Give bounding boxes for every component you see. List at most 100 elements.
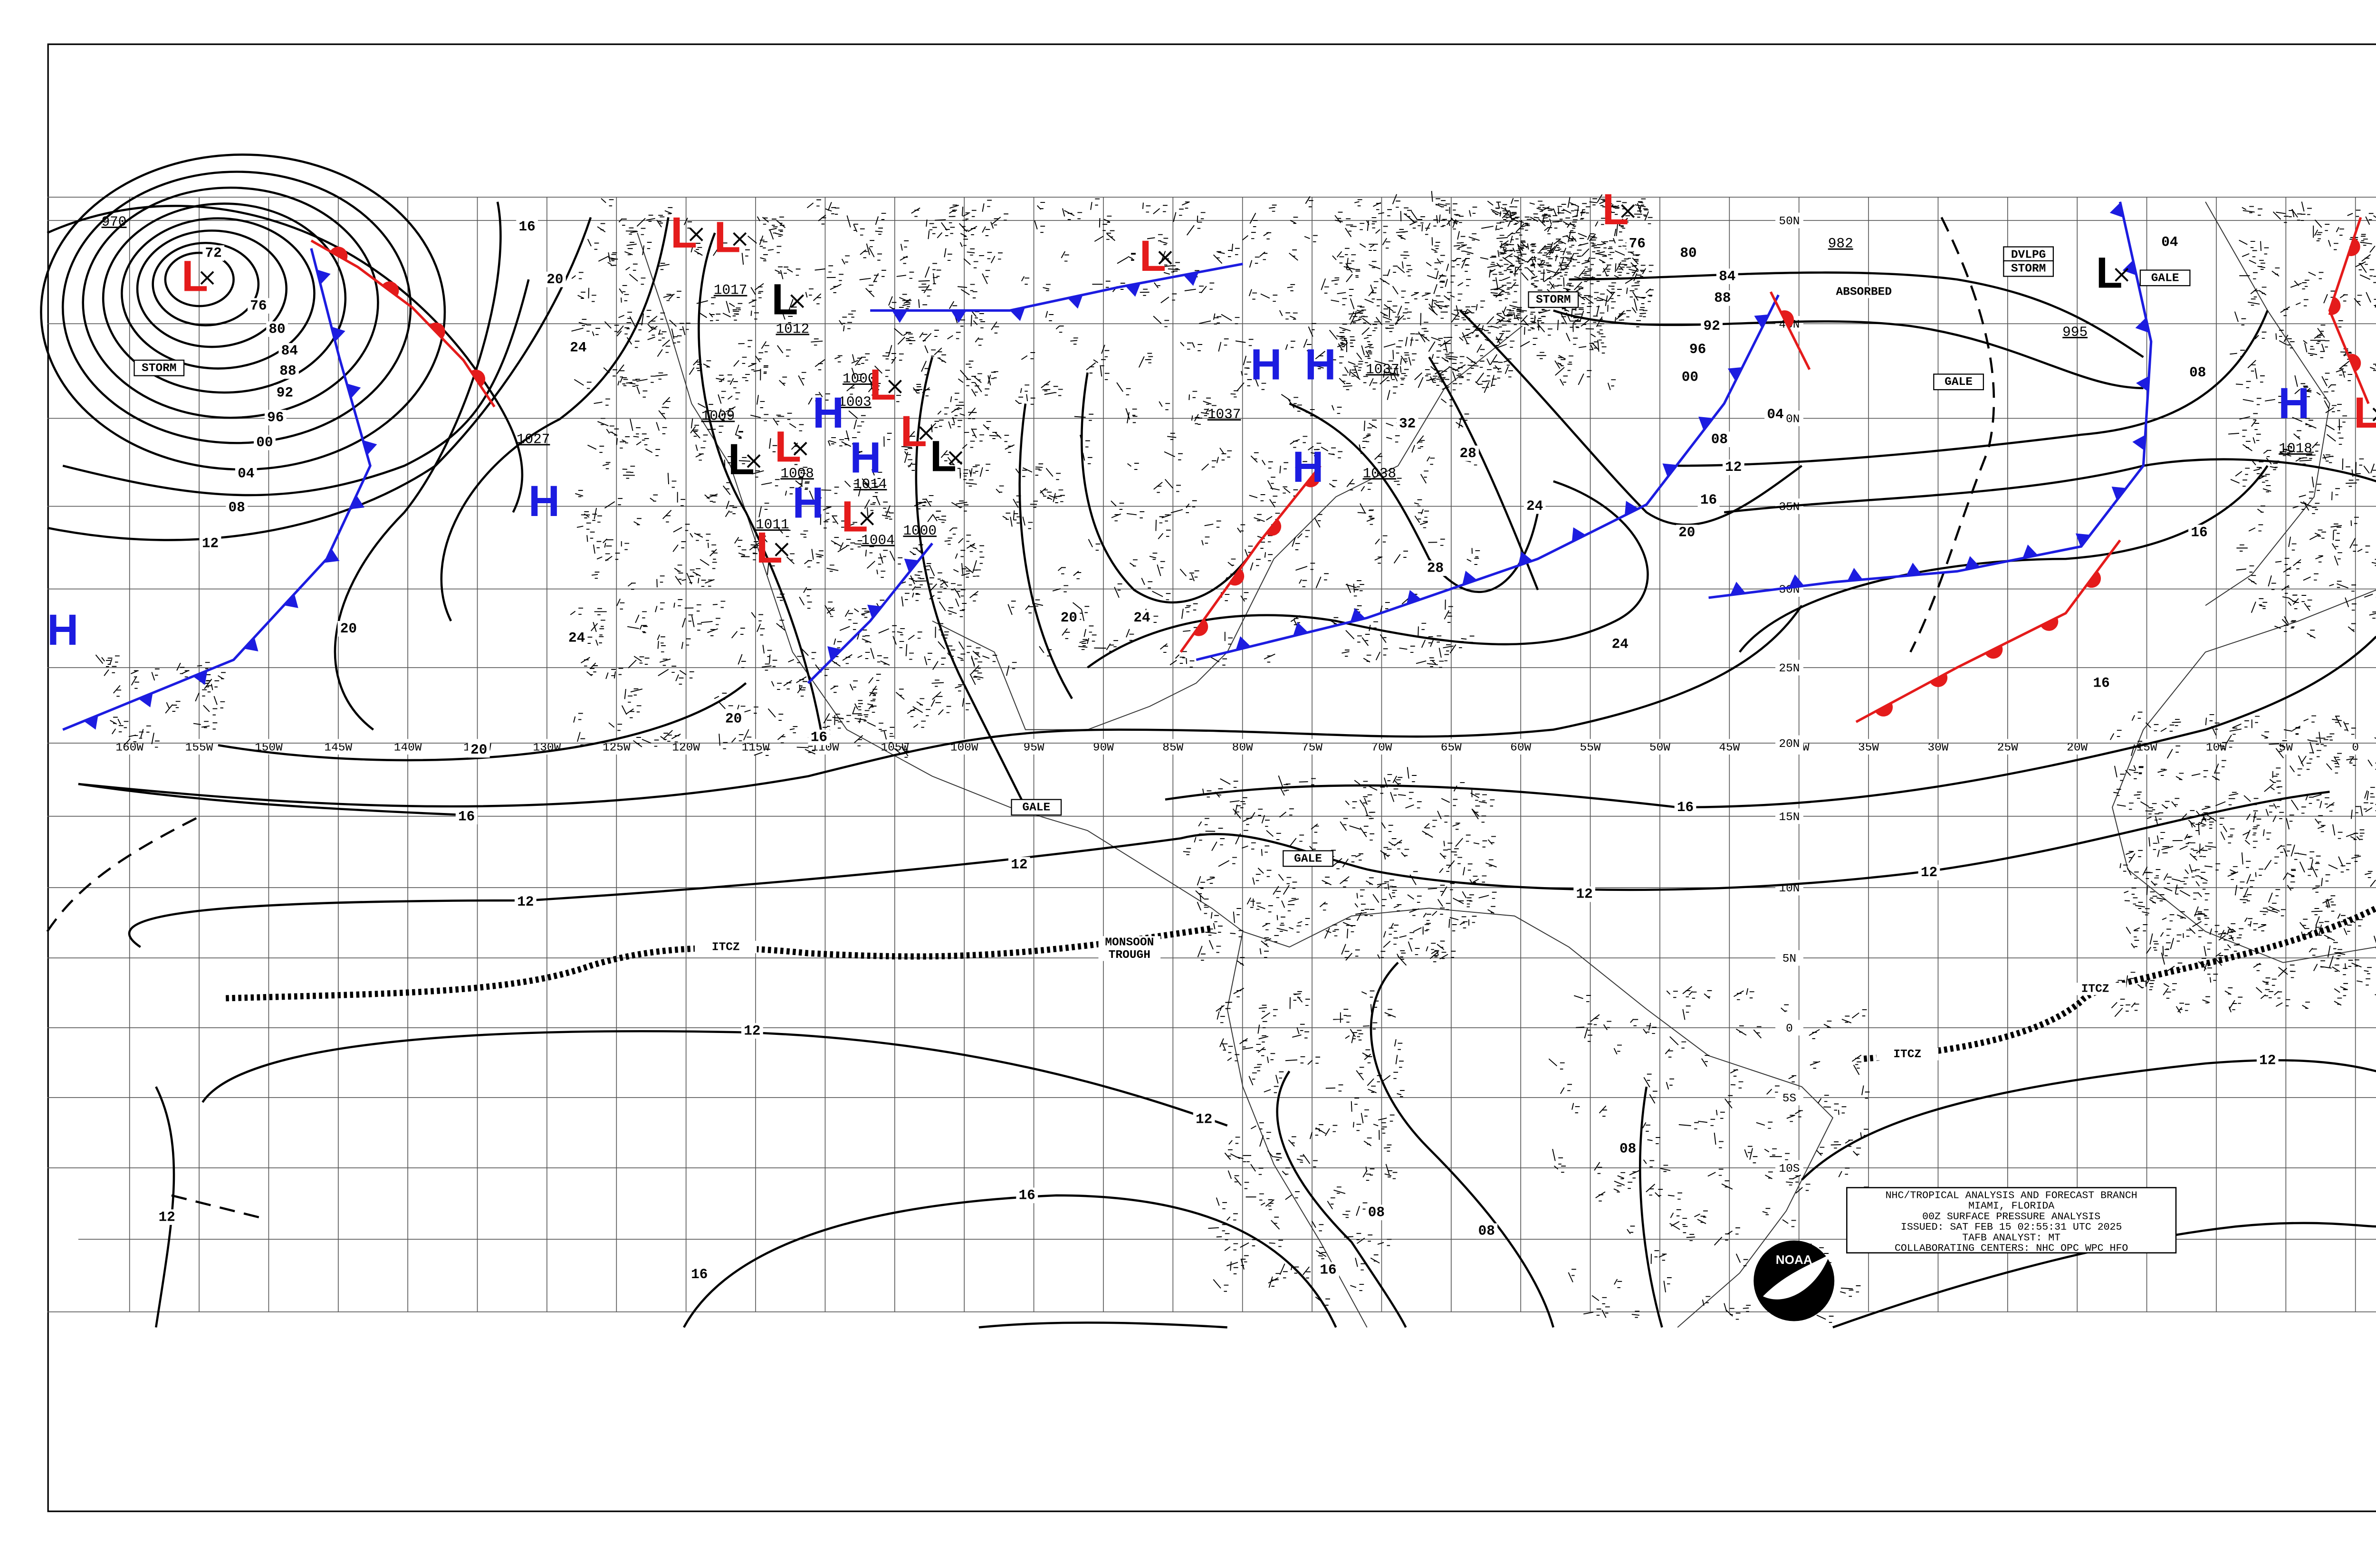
cold-front-pip (346, 383, 361, 399)
warm-front-pip (330, 247, 348, 261)
isobar-label: 16 (2191, 525, 2207, 540)
isobar-label-box (1475, 1223, 1498, 1239)
map-label: TROUGH (1109, 949, 1150, 962)
isobar-label-box (516, 219, 538, 235)
center-x (888, 380, 902, 394)
isobar-label-box (235, 466, 257, 481)
isobar-label-box (1016, 1187, 1038, 1204)
isobar-label: 00 (1682, 370, 1698, 385)
station-scribble (2106, 711, 2376, 1017)
station-scribble (570, 198, 985, 758)
cold-front-pip (316, 269, 331, 285)
isobar (683, 1194, 1337, 1328)
isobar-label: 08 (1619, 1141, 1636, 1157)
warm-front-pip (1875, 703, 1893, 717)
isobar-label: 72 (205, 245, 221, 261)
lat-label: 15N (1779, 811, 1800, 824)
lon-label: 155W (185, 742, 213, 755)
isobar (1165, 635, 2376, 809)
isobar-label-box (455, 809, 478, 824)
cold-front-pip (2022, 544, 2038, 558)
isobar (1724, 458, 2376, 514)
isobar-label: 20 (470, 742, 487, 758)
isobar-label: 24 (570, 340, 586, 356)
pressure-value: 1003 (838, 394, 872, 410)
warm-front-pip (1266, 519, 1282, 536)
lon-label-box (2197, 739, 2235, 755)
pressure-center: H (850, 434, 881, 482)
warm-front-pip (2348, 354, 2361, 372)
label-box (2003, 260, 2054, 277)
isobar-label-box (1764, 407, 1786, 422)
label-box (1933, 373, 1984, 391)
troughs (226, 905, 2376, 1062)
warm-front-pip (1193, 619, 1208, 636)
isobar-label: 12 (1576, 887, 1593, 902)
isobar-label-box (1722, 459, 1744, 475)
coastline (932, 325, 1523, 730)
pressure-center: L (714, 213, 741, 262)
pressure-value: 982 (1828, 236, 1853, 252)
info-box: NHC/TROPICAL ANALYSIS AND FORECAST BRANC… (1846, 1187, 2177, 1254)
isobar-label-box (722, 711, 745, 727)
isobar-label-box (1609, 636, 1631, 652)
warm-front (1179, 465, 1322, 653)
isobar-label: 16 (1320, 1262, 1336, 1278)
isobar-label: 16 (1700, 492, 1717, 508)
logo-gull (1763, 1254, 1830, 1300)
lon-label-box (737, 739, 775, 755)
warm-front-pip (1930, 673, 1948, 687)
map-label: STORM (1536, 294, 1571, 306)
lon-label-box (1293, 739, 1331, 755)
map-label: GALE (1294, 852, 1322, 865)
lon-label-box (1571, 739, 1609, 755)
lat-label-box (1775, 660, 1803, 676)
cold-front-pip (1727, 367, 1743, 381)
isobar-label: 08 (2189, 365, 2206, 381)
center-x (2115, 268, 2129, 282)
label-box (2003, 246, 2054, 263)
isobar (1370, 962, 1555, 1328)
cold-front-pip (1236, 636, 1251, 650)
isobar-label: 12 (517, 894, 534, 910)
cold-front-pip (2075, 533, 2090, 547)
isobar-label-box (1365, 1205, 1388, 1221)
label-box (134, 359, 185, 376)
label-bg (1098, 936, 1161, 949)
isobar (978, 1321, 1227, 1329)
cold-front-pip (891, 310, 908, 323)
isobar-label: 12 (2259, 1052, 2276, 1068)
center-x (2372, 407, 2376, 421)
cold-front-pip (827, 646, 842, 661)
noaa-logo: NOAA (1753, 1240, 1835, 1321)
pressure-center: L (775, 423, 801, 471)
cold-front-pip (1906, 563, 1922, 576)
isobar-label: 12 (1011, 857, 1027, 873)
isobar-label: 16 (2093, 675, 2110, 691)
isobar-label: 16 (811, 730, 827, 746)
cold-front-pip (1624, 501, 1639, 516)
isobar (1801, 1059, 2376, 1181)
isobar-label: 08 (228, 500, 245, 516)
isobar-label: 88 (279, 363, 296, 379)
isobar-label-box (156, 1209, 178, 1225)
lon-label-box (1919, 739, 1957, 755)
lon-label-box (1224, 739, 1261, 755)
pressure-value: 1000 (843, 371, 876, 387)
pressure-value: 1038 (1363, 466, 1397, 481)
warm-front-pip (2347, 238, 2360, 257)
isobar-label: 80 (1680, 245, 1696, 261)
pressure-value: 1018 (2279, 441, 2312, 457)
lon-label: 65W (1441, 742, 1462, 755)
isobar (121, 217, 316, 370)
isobar-label-box (2159, 234, 2181, 250)
center-x (200, 271, 214, 285)
warm-front-pip (1304, 470, 1320, 488)
isobar-label-box (1679, 369, 1701, 385)
isobar-label: 16 (691, 1267, 708, 1282)
lon-label-box (1849, 739, 1887, 755)
pressure-center: H (47, 606, 78, 654)
center-x (747, 454, 761, 468)
isobar-label-box (202, 245, 224, 261)
